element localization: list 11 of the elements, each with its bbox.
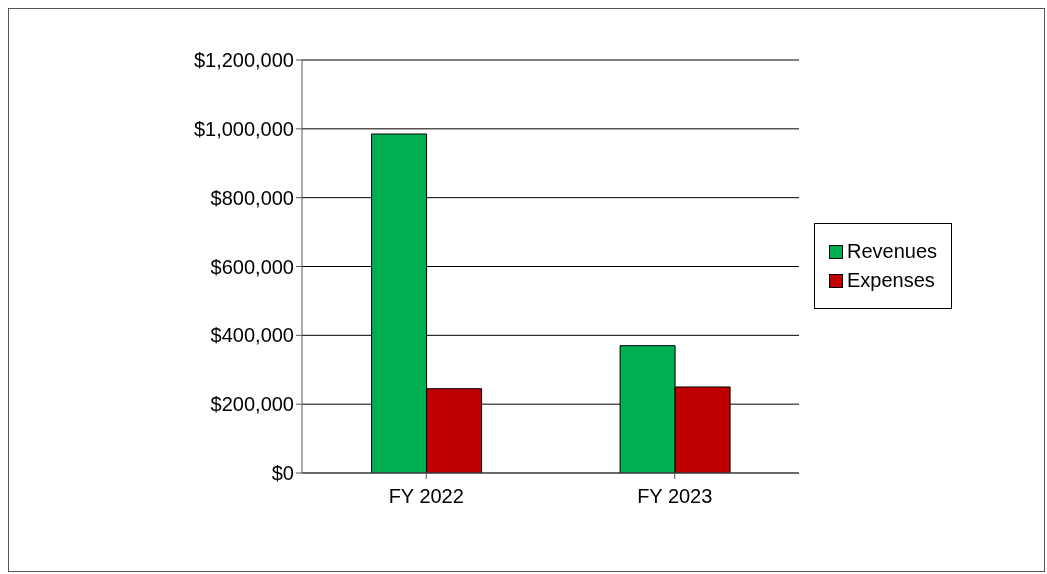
legend-label: Expenses: [847, 269, 935, 292]
y-tick-label: $800,000: [210, 186, 294, 209]
y-tick-label: $0: [271, 462, 294, 485]
y-tick-label: $1,000,000: [193, 117, 294, 140]
y-tick-label: $600,000: [210, 255, 294, 278]
y-tick-label: $400,000: [210, 324, 294, 347]
legend-label: Revenues: [847, 240, 938, 263]
y-tick-label: $1,200,000: [193, 49, 294, 72]
x-tick-label: FY 2023: [637, 485, 713, 508]
y-tick-label: $200,000: [210, 393, 294, 416]
x-tick-label: FY 2022: [388, 485, 464, 508]
